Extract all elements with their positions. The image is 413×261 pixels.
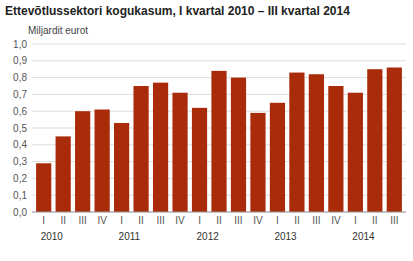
x-tick-label: II	[372, 215, 378, 226]
bar	[231, 78, 246, 212]
bar	[270, 103, 285, 212]
title: Ettevõtlussektori kogukasum, I kvartal 2…	[5, 4, 350, 18]
grid	[32, 44, 406, 212]
bar	[36, 163, 51, 212]
grid-line	[32, 212, 406, 213]
grid-line	[32, 44, 406, 45]
bar	[172, 93, 187, 212]
bar	[348, 93, 363, 212]
bar	[56, 136, 71, 212]
x-tick-label: III	[234, 215, 242, 226]
x-tick-label: I	[42, 215, 45, 226]
bar	[153, 83, 168, 212]
x-tick-label: III	[78, 215, 86, 226]
y-tick-label: 0,1	[13, 190, 27, 201]
bar	[367, 69, 382, 212]
x-tick-label: II	[216, 215, 222, 226]
y-tick-label: 0,0	[13, 207, 27, 218]
y-tick-label: 0,8	[13, 72, 27, 83]
chart: Ettevõtlussektori kogukasum, I kvartal 2…	[0, 0, 413, 261]
bar	[133, 86, 148, 212]
y-tick-label: 0,2	[13, 173, 27, 184]
x-tick-label: IV	[97, 215, 107, 226]
bar	[289, 73, 304, 212]
annotation: 2011	[119, 231, 141, 242]
y-tick-label: 0,4	[13, 139, 27, 150]
x-tick-label: I	[276, 215, 279, 226]
bar	[328, 86, 343, 212]
bar	[192, 108, 207, 212]
x-tick-label: I	[354, 215, 357, 226]
bar	[75, 111, 90, 212]
annotation: 2010	[41, 231, 64, 242]
bar	[211, 71, 226, 212]
x-tick-label: III	[156, 215, 164, 226]
x-tick-label: II	[294, 215, 300, 226]
x-tick-label: II	[138, 215, 144, 226]
y-tick-label: 0,3	[13, 156, 27, 167]
y-tick-label: 0,6	[13, 106, 27, 117]
x-tick-label: II	[60, 215, 66, 226]
annotation: 2013	[274, 231, 297, 242]
bar	[114, 123, 129, 212]
x-tick-label: IV	[175, 215, 185, 226]
y-tick-label: 1,0	[13, 39, 27, 50]
x-tick-label: I	[198, 215, 201, 226]
bars	[36, 68, 402, 212]
y-tick-label: 0,9	[13, 55, 27, 66]
grid-line	[32, 60, 406, 61]
y-tick-label: 0,5	[13, 123, 27, 134]
x-tick-label: IV	[253, 215, 263, 226]
bar	[250, 113, 265, 212]
y-tick-label: 0,7	[13, 89, 27, 100]
chart-container: Ettevõtlussektori kogukasum, I kvartal 2…	[0, 0, 413, 261]
bar	[387, 68, 402, 212]
bar	[95, 110, 110, 212]
annotation: 2014	[352, 231, 375, 242]
x-tick-label: I	[120, 215, 123, 226]
y-axis-label: Miljardit eurot	[28, 25, 88, 36]
x-tick-label: IV	[331, 215, 341, 226]
x-tick-label: III	[390, 215, 398, 226]
x-tick-label: III	[312, 215, 320, 226]
bar	[309, 74, 324, 212]
annotation: 2012	[197, 231, 220, 242]
x-axis-line	[32, 212, 406, 213]
